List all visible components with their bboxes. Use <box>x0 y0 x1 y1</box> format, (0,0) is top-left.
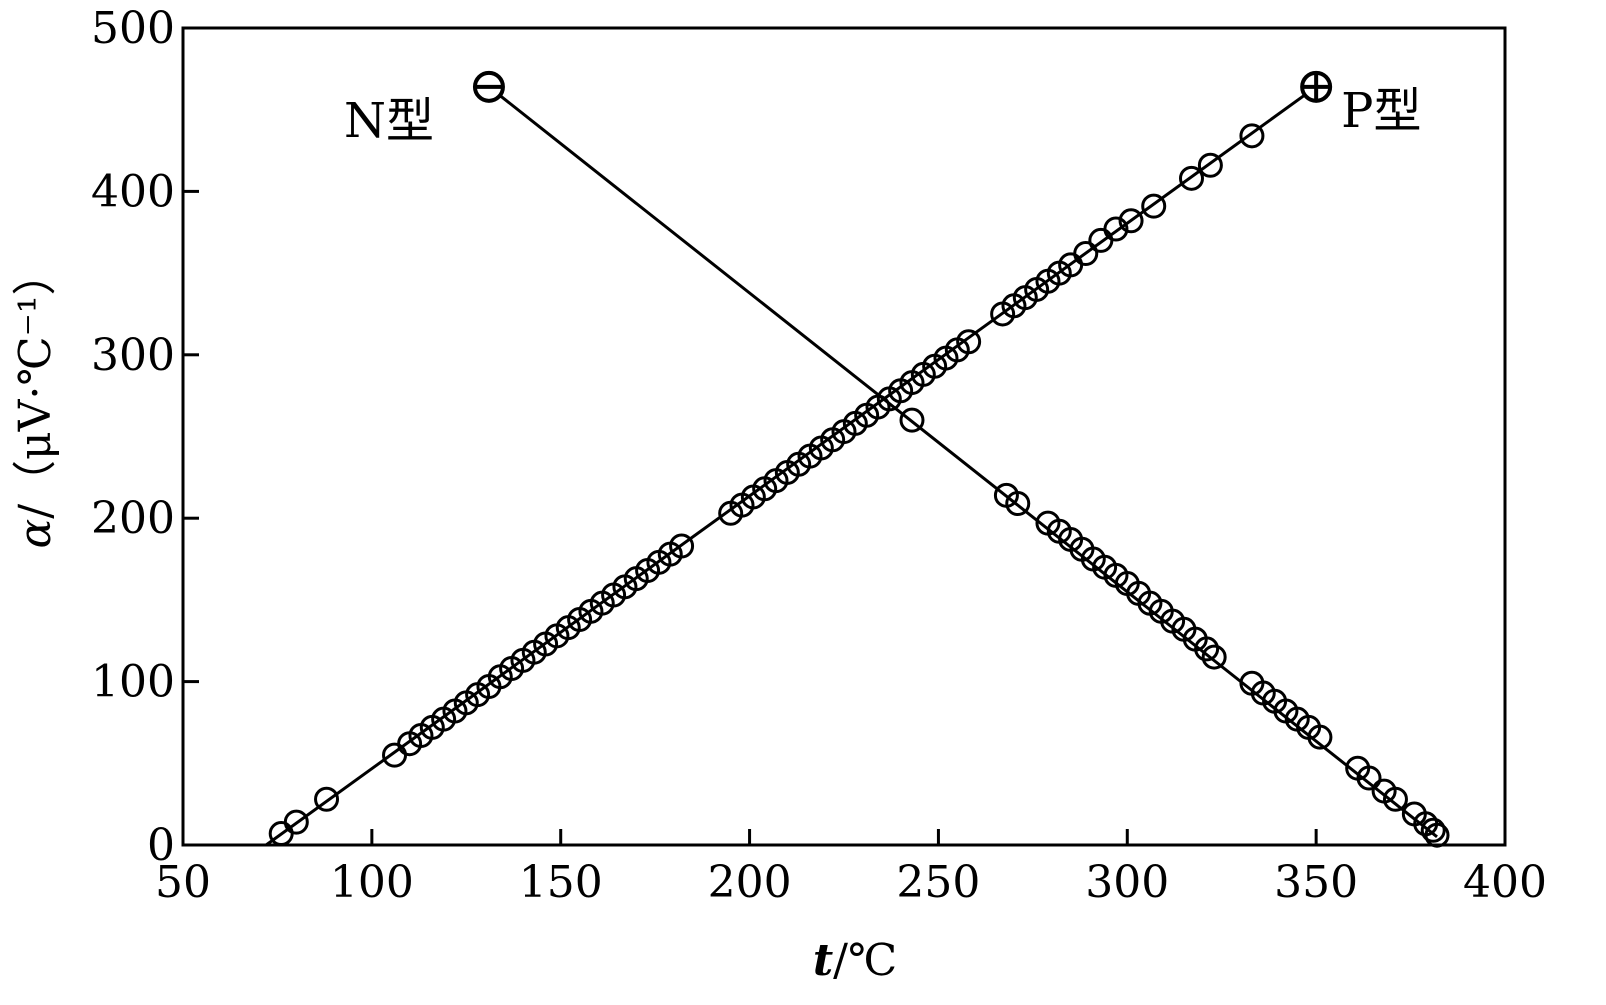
y-tick-label: 300 <box>91 330 175 381</box>
x-tick-label: 250 <box>896 857 980 908</box>
series-2-point <box>669 533 695 559</box>
series-2-point <box>1239 123 1265 149</box>
series-line-1 <box>488 85 1438 839</box>
x-tick-label: 100 <box>330 857 414 908</box>
series-1-point <box>1005 490 1031 516</box>
x-axis-unit: /℃ <box>833 935 897 986</box>
series-2-point <box>956 329 982 355</box>
series-2-point <box>1088 227 1114 253</box>
series-1-point <box>1307 724 1333 750</box>
x-tick-label: 300 <box>1085 857 1169 908</box>
y-tick-label: 0 <box>147 820 175 871</box>
series-2-point <box>1178 165 1204 191</box>
plot-frame <box>181 26 1507 847</box>
series-1-point <box>1382 786 1408 812</box>
y-tick-label: 500 <box>91 3 175 54</box>
x-axis-title: t/℃ <box>813 935 897 986</box>
ticks: 50 100 150 200 250 300 350 400 0 100 200 300 400 500 <box>91 3 1547 908</box>
y-axis-title: α/（μV·℃⁻¹） <box>10 252 61 549</box>
series-points <box>268 70 1450 848</box>
y-tick-label: 400 <box>91 166 175 217</box>
x-tick-label: 400 <box>1463 857 1547 908</box>
annotations: N型 P型 <box>344 83 1422 149</box>
series-2-point <box>283 809 309 835</box>
x-tick-label: 150 <box>519 857 603 908</box>
series-1-point <box>1424 822 1450 848</box>
series-2-point <box>1073 240 1099 266</box>
series-1-point <box>1356 765 1382 791</box>
x-tick-label: 350 <box>1274 857 1358 908</box>
series-1-point <box>1420 817 1446 843</box>
y-axis-symbol: α <box>10 519 61 549</box>
series-2-point <box>1103 216 1129 242</box>
series-2-point <box>314 786 340 812</box>
series-2-point <box>1141 193 1167 219</box>
y-tick-label: 100 <box>91 657 175 708</box>
y-tick-label: 200 <box>91 493 175 544</box>
series-2-point <box>1118 208 1144 234</box>
series-2-point <box>382 742 408 768</box>
label-p-type: P型 <box>1341 83 1421 139</box>
series-1-point <box>1194 636 1220 662</box>
series-2-point <box>1197 152 1223 178</box>
series-1-point <box>1201 644 1227 670</box>
x-tick-label: 200 <box>708 857 792 908</box>
series-1-point <box>899 407 925 433</box>
label-n-type: N型 <box>344 93 434 149</box>
x-axis-symbol: t <box>813 935 833 986</box>
x-tick-label: 50 <box>155 857 211 908</box>
y-axis-unit: /（μV·℃⁻¹） <box>10 252 61 519</box>
